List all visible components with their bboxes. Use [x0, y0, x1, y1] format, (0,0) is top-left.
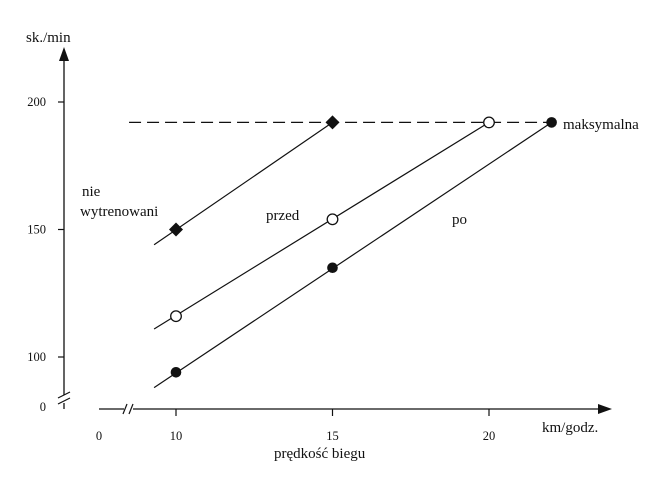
- series-line-2: [153, 121, 490, 330]
- y-axis-break-icon-2: [57, 397, 71, 405]
- data-point-series-1: [169, 222, 183, 237]
- x-axis-title: prędkość biegu: [274, 446, 366, 462]
- x-axis-arrow-icon: [598, 404, 612, 414]
- data-point-series-3: [170, 367, 182, 378]
- series-label-nie-wytrenowani-line2: wytrenowani: [80, 204, 158, 220]
- x-tick-label: 20: [483, 429, 496, 443]
- y-tick-label: 100: [27, 350, 46, 364]
- y-axis-arrow-icon: [59, 47, 69, 61]
- data-point-series-3: [327, 262, 338, 274]
- series-label-nie-wytrenowani-line1: nie: [82, 184, 101, 200]
- x-axis-break-icon: [122, 403, 128, 415]
- series-label-przed: przed: [266, 208, 300, 224]
- series-label-nie-wytrenowani: nie wytrenowani: [80, 184, 158, 220]
- ticks: 0 100 150 200 0 10 15 20: [27, 95, 495, 443]
- y-tick-label: 150: [27, 223, 46, 237]
- data-point-series-3: [546, 117, 557, 128]
- series-line-3: [153, 121, 552, 389]
- axes: [57, 47, 612, 415]
- x-tick-label: 15: [326, 429, 339, 443]
- series-line-1: [153, 121, 333, 246]
- x-tick-label: 10: [170, 429, 183, 443]
- reference-line-label: maksymalna: [563, 117, 639, 133]
- data-point-series-1: [325, 115, 340, 130]
- y-tick-label: 0: [40, 400, 46, 414]
- data-point-series-2: [483, 116, 495, 129]
- y-axis-break-icon: [57, 391, 71, 399]
- data-point-series-2: [326, 213, 339, 226]
- y-tick-label: 200: [27, 95, 46, 109]
- x-axis-break-icon-2: [128, 403, 134, 415]
- series-markers: [169, 115, 557, 378]
- y-axis-label: sk./min: [26, 30, 71, 46]
- data-point-series-2: [170, 310, 182, 323]
- x-tick-label: 0: [96, 429, 102, 443]
- series-lines: [129, 121, 552, 389]
- x-axis-unit: km/godz.: [542, 420, 598, 436]
- series-label-po: po: [452, 212, 467, 228]
